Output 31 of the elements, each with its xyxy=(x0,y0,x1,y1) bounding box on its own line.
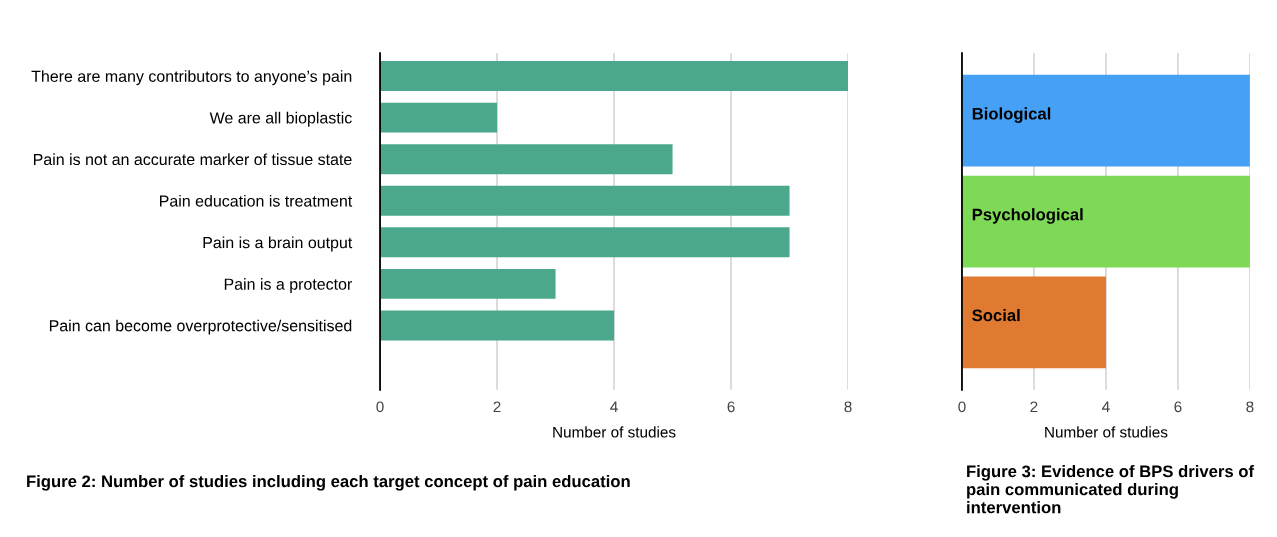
y-tick-label: We are all bioplastic xyxy=(209,111,352,127)
y-tick-label: Pain is a brain output xyxy=(203,236,353,252)
x-tick-label: 4 xyxy=(1102,401,1110,413)
x-tick-label: 6 xyxy=(1174,401,1182,413)
bar xyxy=(380,310,615,341)
x-tick-label: 2 xyxy=(1030,401,1038,413)
y-tick-label: Pain is a protector xyxy=(224,278,352,293)
x-axis-title: Number of studies xyxy=(1045,426,1168,438)
y-tick-label: Social xyxy=(972,309,1020,322)
caption: Figure 3: Evidence of BPS drivers of pain communicated during intervention xyxy=(967,465,1255,514)
x-tick-label: 8 xyxy=(844,401,852,413)
caption: Figure 2: Number of studies including each target concept of pain education xyxy=(27,475,630,491)
y-tick-label: Pain education is treatment xyxy=(160,194,353,207)
y-tick-label: Pain can become overprotective/sensitised xyxy=(49,319,352,335)
bar xyxy=(380,102,498,133)
y-tick-label: Pain is not an accurate marker of tissue state xyxy=(33,153,352,166)
x-tick-label: 6 xyxy=(727,401,735,413)
x-axis-title: Number of studies xyxy=(553,426,676,438)
bar xyxy=(380,185,790,216)
x-tick-label: 2 xyxy=(493,401,501,413)
x-tick-label: 4 xyxy=(610,401,618,413)
bar xyxy=(380,61,849,91)
y-tick-label: There are many contributors to anyone’s pain xyxy=(31,70,352,86)
bar xyxy=(380,144,673,175)
x-tick-label: 0 xyxy=(958,401,966,413)
y-tick-label: Psychological xyxy=(972,208,1083,224)
y-tick-label: Biological xyxy=(972,107,1051,123)
x-tick-label: 8 xyxy=(1246,401,1254,413)
bar xyxy=(380,268,556,299)
x-tick-label: 0 xyxy=(376,401,384,413)
bar xyxy=(380,227,790,258)
